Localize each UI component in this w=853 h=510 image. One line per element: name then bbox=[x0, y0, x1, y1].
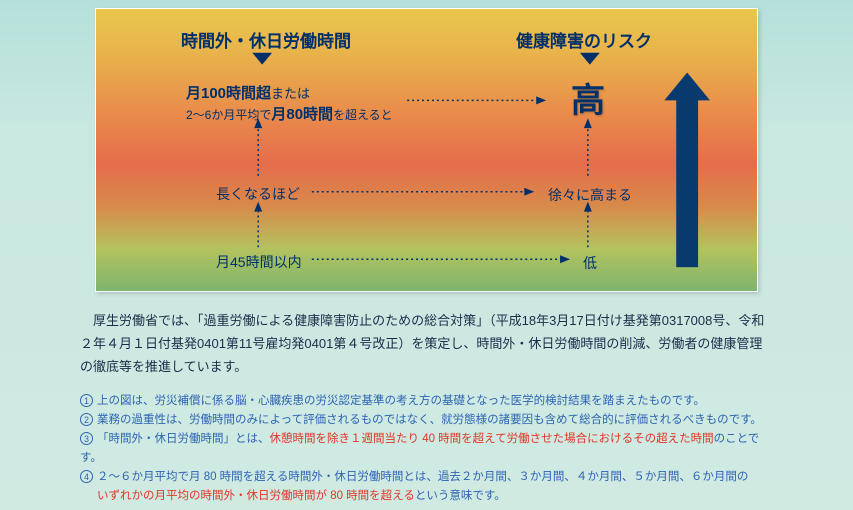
overtime-risk-diagram: 時間外・休日労働時間 健康障害のリスク 月100時間超または 2～6か月平均で月… bbox=[95, 8, 758, 292]
note-1: 1上の図は、労災補償に係る脳・心臓疾患の労災認定基準の考え方の基礎となった医学的… bbox=[80, 392, 773, 411]
marker-down-left bbox=[252, 53, 272, 65]
header-risk: 健康障害のリスク bbox=[516, 27, 652, 52]
label-risk-increases: 徐々に高まる bbox=[548, 185, 632, 205]
big-up-arrow-head bbox=[664, 73, 710, 101]
label-high-overtime: 月100時間超または 2～6か月平均で月80時間を超えると bbox=[186, 83, 393, 125]
note-marker-4: 4 bbox=[80, 470, 93, 483]
note-4: 4２～６か月平均で月 80 時間を超える時間外・休日労働時間とは、過去２か月間、… bbox=[80, 468, 773, 506]
big-up-arrow-shaft bbox=[676, 98, 698, 267]
note-marker-3: 3 bbox=[80, 432, 93, 445]
marker-down-right bbox=[580, 53, 600, 65]
note-2: 2業務の過重性は、労働時間のみによって評価されるものではなく、就労態様の諸要因も… bbox=[80, 411, 773, 430]
note-marker-1: 1 bbox=[80, 394, 93, 407]
label-risk-low: 低 bbox=[583, 253, 597, 273]
note-marker-2: 2 bbox=[80, 413, 93, 426]
footnotes: 1上の図は、労災補償に係る脳・心臓疾患の労災認定基準の考え方の基礎となった医学的… bbox=[80, 392, 773, 506]
label-risk-high: 高 bbox=[571, 73, 605, 122]
label-low-hours: 月45時間以内 bbox=[216, 253, 302, 273]
header-overtime: 時間外・休日労働時間 bbox=[181, 27, 351, 52]
body-paragraph: 厚生労働省では、「過重労働による健康障害防止のための総合対策」（平成18年3月1… bbox=[80, 310, 773, 378]
label-longer-hours: 長くなるほど bbox=[216, 185, 300, 205]
note-3: 3「時間外・休日労働時間」とは、休憩時間を除き１週間当たり 40 時間を超えて労… bbox=[80, 430, 773, 468]
